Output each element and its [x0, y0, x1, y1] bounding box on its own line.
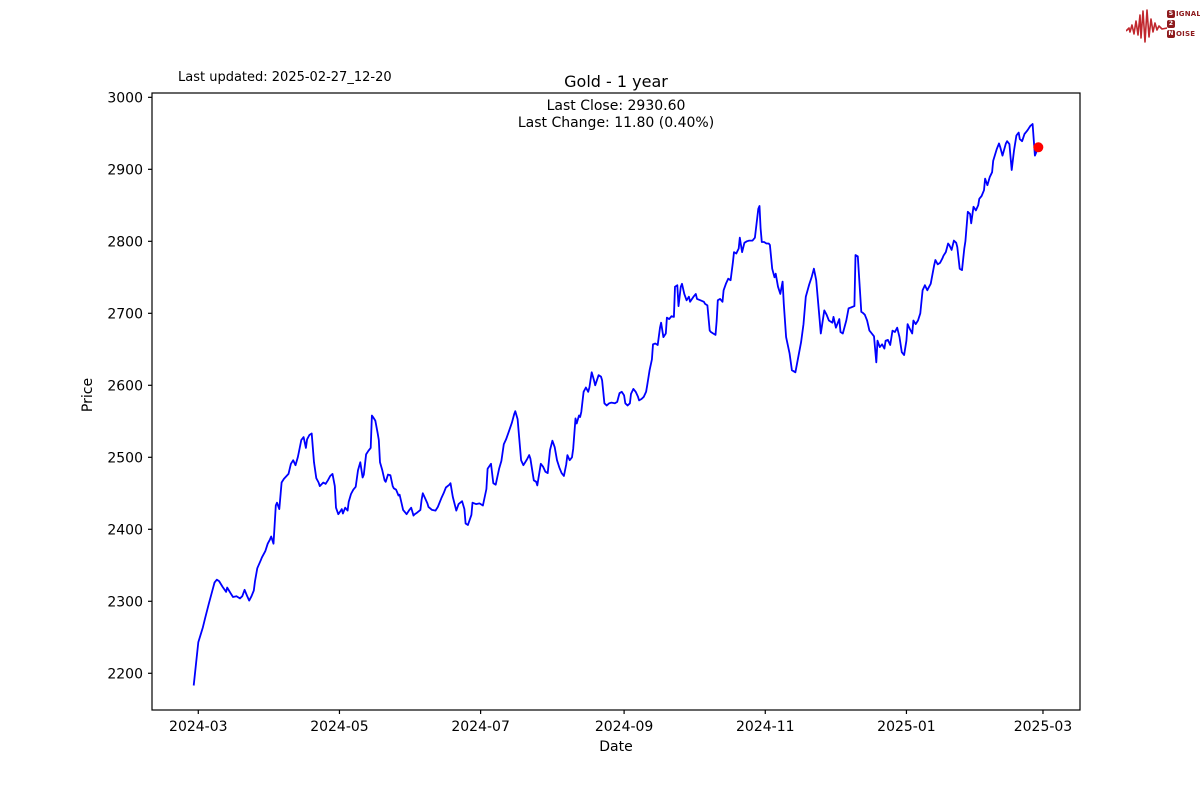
x-tick-label: 2024-11 — [736, 719, 795, 735]
y-tick-label: 2600 — [107, 378, 143, 394]
signal2noise-logo: S IGNAL 2 N OISE — [1126, 4, 1200, 50]
y-tick-label: 2200 — [107, 666, 143, 682]
y-tick-label: 3000 — [107, 90, 143, 106]
x-tick-label: 2025-03 — [1014, 719, 1073, 735]
last-updated-text: Last updated: 2025-02-27_12-20 — [178, 70, 392, 85]
logo-letter-s: S — [1167, 10, 1175, 18]
last-change-annotation: Last Change: 11.80 (0.40%) — [517, 115, 715, 131]
y-tick-label: 2900 — [107, 162, 143, 178]
x-axis-label: Date — [599, 739, 633, 755]
axes-spines — [151, 92, 1081, 711]
y-tick-label: 2800 — [107, 234, 143, 250]
logo-wordmark: S IGNAL 2 N OISE — [1167, 9, 1200, 39]
x-tick-label: 2024-03 — [169, 719, 228, 735]
logo-letter-n: N — [1167, 30, 1175, 38]
last-close-annotation: Last Close: 2930.60 — [546, 98, 686, 114]
logo-letter-2: 2 — [1167, 20, 1175, 28]
x-tick-label: 2025-01 — [877, 719, 936, 735]
x-tick-label: 2024-07 — [451, 719, 510, 735]
last-price-marker — [1033, 142, 1044, 153]
y-axis-label: Price — [80, 377, 96, 413]
x-tick-label: 2024-09 — [595, 719, 654, 735]
y-tick-label: 2700 — [107, 306, 143, 322]
price-line — [192, 123, 1040, 686]
logo-word-noise: N OISE — [1167, 30, 1196, 38]
heartbeat-waveform-icon — [1126, 9, 1167, 43]
y-tick-label: 2300 — [107, 594, 143, 610]
logo-word-2: 2 — [1167, 19, 1200, 29]
y-tick-label: 2500 — [107, 450, 143, 466]
chart-title: Gold - 1 year — [564, 72, 668, 91]
y-tick-label: 2400 — [107, 522, 143, 538]
logo-word-signal: S IGNAL — [1167, 10, 1200, 18]
x-tick-label: 2024-05 — [310, 719, 369, 735]
